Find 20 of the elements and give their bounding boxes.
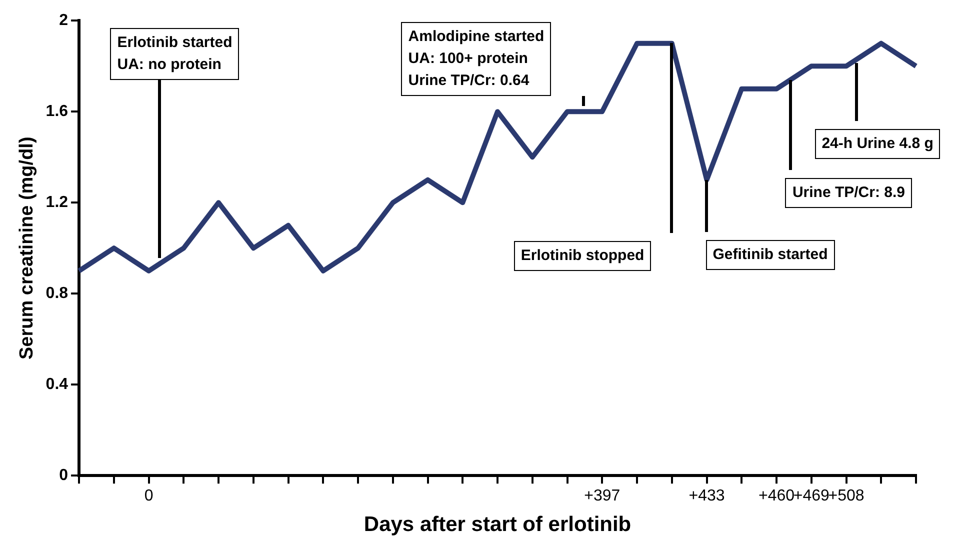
x-tick-label: +469 <box>793 488 830 505</box>
y-tick-label: 2 <box>59 12 68 30</box>
y-tick-label: 1.2 <box>46 194 68 212</box>
y-tick-label: 0 <box>59 467 68 484</box>
y-tick-label: 0.4 <box>46 376 68 394</box>
x-tick-label: +460 <box>758 488 795 505</box>
x-tick-label: +433 <box>688 488 725 505</box>
annotation: 24-h Urine 4.8 g <box>814 129 940 160</box>
y-tick-label: 1.6 <box>46 103 68 120</box>
x-axis-title: Days after start of erlotinib <box>364 513 632 536</box>
y-tick-label: 0.8 <box>46 285 68 302</box>
x-tick-label: +397 <box>584 488 620 505</box>
annotation: Amlodipine started UA: 100+ protein Urine TP/Cr: 0.64 <box>401 22 552 96</box>
annotation: Urine TP/Cr: 8.9 <box>785 178 912 208</box>
x-tick-label: +508 <box>828 488 864 505</box>
x-tick-label: 0 <box>144 488 154 505</box>
y-axis-title: Serum creatinine (mg/dl) <box>16 136 38 360</box>
annotation: Erlotinib started UA: no protein <box>110 28 240 80</box>
annotation: Gefitinib started <box>706 240 835 270</box>
annotation: Erlotinib stopped <box>514 241 652 272</box>
